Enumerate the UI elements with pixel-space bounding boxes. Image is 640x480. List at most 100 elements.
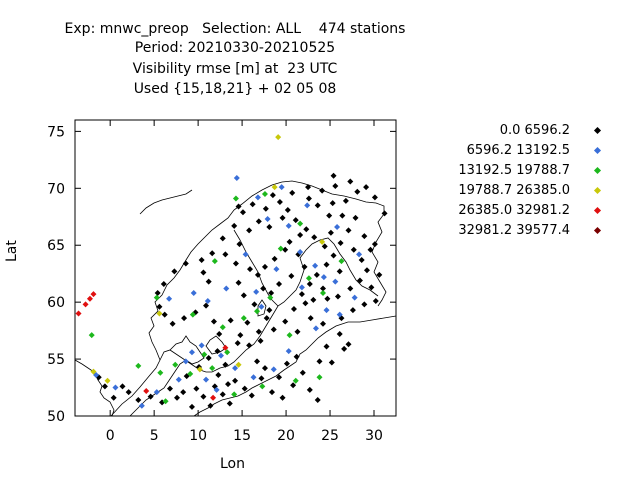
y-tick-label: 70 bbox=[47, 181, 65, 197]
data-point-series-1 bbox=[264, 216, 271, 223]
data-point-series-0 bbox=[240, 292, 247, 299]
data-point-series-2 bbox=[187, 370, 194, 377]
data-point-series-0 bbox=[156, 303, 163, 310]
data-point-series-0 bbox=[160, 280, 167, 287]
data-point-series-0 bbox=[255, 328, 262, 335]
data-point-series-0 bbox=[292, 217, 299, 224]
data-point-series-1 bbox=[298, 284, 305, 291]
data-point-series-0 bbox=[222, 361, 229, 368]
coastline-estonia-latvia bbox=[193, 315, 397, 417]
data-point-series-1 bbox=[217, 352, 224, 359]
x-tick-label: 0 bbox=[106, 428, 115, 444]
coastline-svalbard-region bbox=[139, 189, 193, 215]
data-point-series-0 bbox=[219, 235, 226, 242]
x-tick-label: 5 bbox=[150, 428, 159, 444]
data-point-series-0 bbox=[261, 263, 268, 270]
data-point-series-0 bbox=[239, 209, 246, 216]
data-point-series-0 bbox=[205, 278, 212, 285]
data-point-series-1 bbox=[312, 262, 319, 269]
title-line-4: Used {15,18,21} + 02 05 08 bbox=[133, 81, 337, 97]
data-point-series-0 bbox=[119, 383, 126, 390]
data-point-series-0 bbox=[381, 210, 388, 217]
x-tick-label: 10 bbox=[189, 428, 207, 444]
data-point-series-0 bbox=[110, 394, 117, 401]
data-point-series-0 bbox=[289, 189, 296, 196]
data-point-series-1 bbox=[278, 184, 285, 191]
data-point-series-0 bbox=[268, 290, 275, 297]
data-point-series-0 bbox=[310, 296, 317, 303]
coastline-gotland bbox=[257, 299, 267, 317]
data-point-series-1 bbox=[223, 285, 230, 292]
data-point-series-1 bbox=[175, 376, 182, 383]
data-point-series-0 bbox=[254, 358, 261, 365]
data-point-series-0 bbox=[232, 377, 239, 384]
legend-label-series-5: 32981.2 39577.4 bbox=[458, 223, 570, 238]
data-point-series-0 bbox=[269, 192, 276, 199]
data-point-series-0 bbox=[266, 307, 273, 314]
data-point-series-0 bbox=[316, 358, 323, 365]
data-point-series-1 bbox=[297, 249, 304, 256]
y-tick-label: 75 bbox=[47, 124, 65, 140]
data-point-series-0 bbox=[198, 257, 205, 264]
data-point-series-0 bbox=[232, 260, 239, 267]
data-point-series-4 bbox=[222, 344, 229, 351]
plot-frame bbox=[74, 119, 397, 417]
data-point-series-0 bbox=[241, 385, 248, 392]
data-point-series-0 bbox=[154, 290, 161, 297]
data-point-series-4 bbox=[143, 387, 150, 394]
data-point-series-0 bbox=[225, 381, 232, 388]
data-point-series-2 bbox=[261, 191, 268, 197]
data-point-series-0 bbox=[345, 227, 352, 234]
data-point-series-0 bbox=[356, 277, 363, 284]
data-point-series-0 bbox=[236, 241, 243, 248]
data-point-series-2 bbox=[277, 245, 284, 252]
data-point-series-0 bbox=[268, 389, 275, 396]
data-point-series-0 bbox=[219, 391, 226, 398]
data-point-series-1 bbox=[356, 251, 363, 258]
x-axis-label: Lon bbox=[220, 456, 245, 472]
data-point-series-0 bbox=[276, 280, 283, 287]
data-point-series-0 bbox=[297, 231, 304, 238]
data-point-series-0 bbox=[222, 251, 229, 258]
data-point-series-2 bbox=[201, 351, 208, 358]
data-point-series-1 bbox=[204, 298, 211, 305]
data-point-series-0 bbox=[328, 359, 335, 366]
data-point-series-0 bbox=[290, 382, 297, 389]
data-point-series-0 bbox=[166, 385, 173, 392]
data-point-series-0 bbox=[235, 203, 242, 210]
legend-label-series-1: 6596.2 13192.5 bbox=[466, 143, 570, 158]
data-point-series-0 bbox=[314, 397, 321, 404]
data-point-series-0 bbox=[307, 315, 314, 322]
data-point-series-0 bbox=[334, 293, 341, 300]
data-point-series-0 bbox=[282, 318, 289, 325]
data-point-series-2 bbox=[292, 377, 299, 384]
y-tick-label: 55 bbox=[47, 352, 65, 368]
data-point-series-2 bbox=[286, 332, 293, 339]
coastline-scandinavia bbox=[110, 180, 387, 417]
data-point-series-0 bbox=[324, 295, 331, 302]
data-point-series-1 bbox=[332, 278, 339, 285]
data-point-series-0 bbox=[135, 397, 142, 404]
data-point-series-4 bbox=[86, 295, 93, 302]
data-point-series-2 bbox=[320, 290, 327, 297]
data-point-series-0 bbox=[101, 383, 108, 390]
data-point-series-0 bbox=[210, 318, 217, 325]
data-point-series-2 bbox=[297, 220, 304, 227]
data-point-series-0 bbox=[311, 234, 318, 241]
data-point-series-0 bbox=[337, 239, 344, 246]
data-point-series-0 bbox=[244, 319, 251, 326]
data-point-series-0 bbox=[207, 402, 214, 409]
data-point-series-2 bbox=[338, 258, 345, 265]
data-point-series-2 bbox=[232, 195, 239, 202]
data-point-series-2 bbox=[153, 294, 160, 301]
data-point-series-0 bbox=[371, 194, 378, 201]
data-point-series-0 bbox=[352, 214, 359, 221]
data-point-series-0 bbox=[270, 326, 277, 333]
data-point-series-1 bbox=[334, 224, 341, 231]
data-point-series-3 bbox=[156, 310, 163, 317]
data-point-series-0 bbox=[276, 198, 283, 205]
data-point-series-0 bbox=[234, 340, 241, 347]
data-point-series-0 bbox=[288, 272, 295, 279]
data-point-series-0 bbox=[261, 365, 268, 372]
data-point-series-2 bbox=[267, 294, 274, 301]
